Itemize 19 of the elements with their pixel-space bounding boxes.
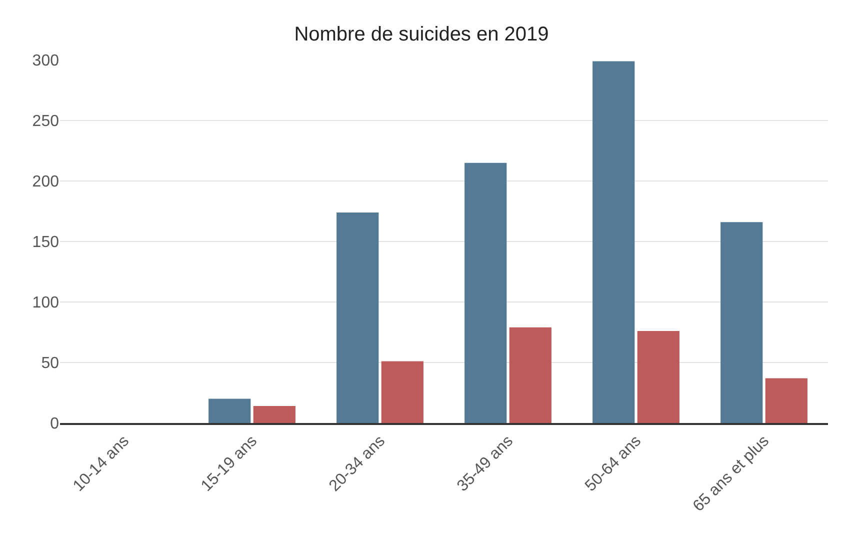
bar bbox=[592, 61, 635, 423]
bar bbox=[208, 398, 251, 423]
bar bbox=[509, 327, 552, 423]
y-tick-label: 0 bbox=[50, 416, 60, 433]
y-tick-label: 100 bbox=[32, 294, 60, 312]
bar bbox=[336, 212, 379, 423]
bar bbox=[765, 378, 808, 423]
y-tick-label: 250 bbox=[32, 113, 60, 130]
y-tick-label: 150 bbox=[32, 234, 60, 252]
y-tick-label: 200 bbox=[32, 174, 60, 191]
bar bbox=[381, 361, 424, 423]
chart-title: Nombre de suicides en 2019 bbox=[294, 24, 549, 46]
y-tick-label: 50 bbox=[41, 355, 60, 372]
bar bbox=[253, 406, 296, 423]
y-tick-label: 300 bbox=[32, 52, 60, 70]
bar bbox=[720, 222, 763, 423]
bar bbox=[464, 162, 507, 423]
x-tick-label: 65 ans et plus bbox=[690, 432, 772, 516]
bar bbox=[637, 331, 680, 423]
